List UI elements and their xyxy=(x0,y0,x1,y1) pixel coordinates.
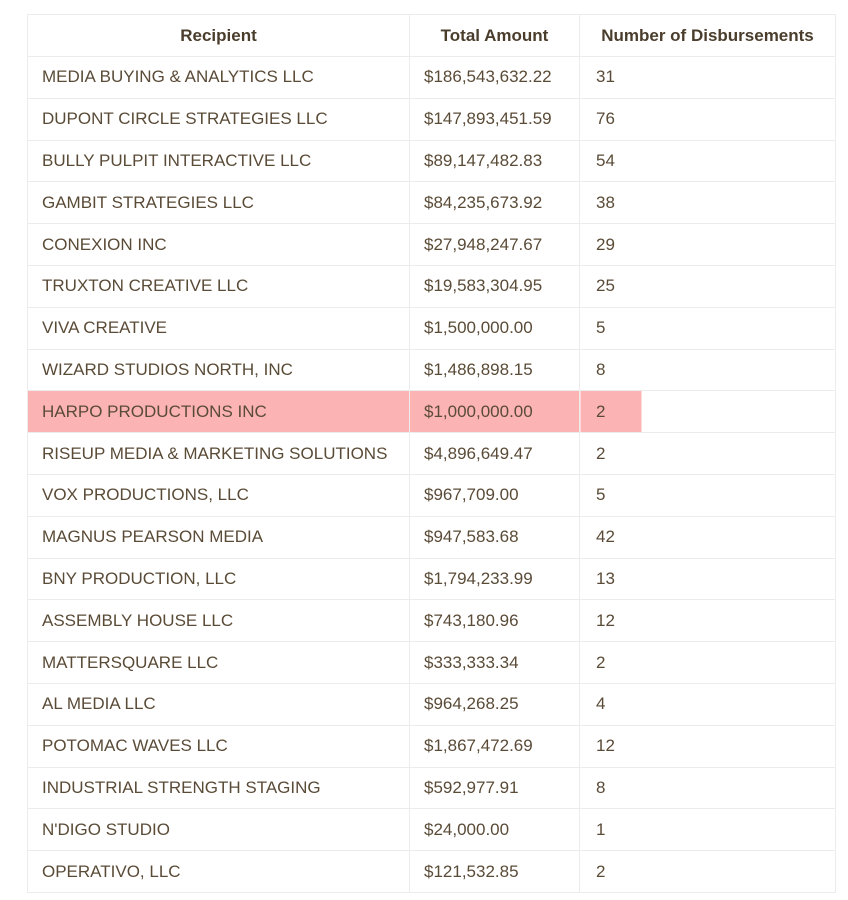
cell-disbursement-count: 25 xyxy=(579,264,836,308)
table-row: WIZARD STUDIOS NORTH, INC $1,486,898.15 8 xyxy=(27,348,836,392)
table-row: MATTERSQUARE LLC $333,333.34 2 xyxy=(27,641,836,684)
cell-recipient: MATTERSQUARE LLC xyxy=(27,641,410,684)
table-row: POTOMAC WAVES LLC $1,867,472.69 12 xyxy=(27,724,836,768)
cell-recipient: TRUXTON CREATIVE LLC xyxy=(27,264,410,308)
table-row: GAMBIT STRATEGIES LLC $84,235,673.92 38 xyxy=(27,181,836,225)
cell-total-amount: $743,180.96 xyxy=(409,599,580,643)
cell-total-amount: $186,543,632.22 xyxy=(409,56,580,99)
cell-total-amount: $1,000,000.00 xyxy=(409,390,580,434)
cell-total-amount: $24,000.00 xyxy=(409,808,580,852)
cell-disbursement-count: 8 xyxy=(579,348,836,392)
table-row: ASSEMBLY HOUSE LLC $743,180.96 12 xyxy=(27,599,836,643)
table-row: INDUSTRIAL STRENGTH STAGING $592,977.91 8 xyxy=(27,766,836,810)
cell-recipient: CONEXION INC xyxy=(27,223,410,266)
cell-disbursement-count: 13 xyxy=(579,557,836,601)
table-row: CONEXION INC $27,948,247.67 29 xyxy=(27,223,836,266)
header-recipient[interactable]: Recipient xyxy=(27,14,410,57)
table-row: DUPONT CIRCLE STRATEGIES LLC $147,893,451… xyxy=(27,97,836,141)
cell-recipient: BNY PRODUCTION, LLC xyxy=(27,557,410,601)
header-number-of-disbursements[interactable]: Number of Disbursements xyxy=(579,14,836,57)
table-row: OPERATIVO, LLC $121,532.85 2 xyxy=(27,850,836,893)
cell-disbursement-count: 76 xyxy=(579,97,836,141)
cell-disbursement-count: 54 xyxy=(579,139,836,183)
cell-total-amount: $121,532.85 xyxy=(409,850,580,893)
header-total-amount[interactable]: Total Amount xyxy=(409,14,580,57)
cell-recipient: MEDIA BUYING & ANALYTICS LLC xyxy=(27,56,410,99)
table-row: VOX PRODUCTIONS, LLC $967,709.00 5 xyxy=(27,473,836,517)
table-row: AL MEDIA LLC $964,268.25 4 xyxy=(27,682,836,726)
table-row: RISEUP MEDIA & MARKETING SOLUTIONS $4,896… xyxy=(27,432,836,475)
table-row: HARPO PRODUCTIONS INC $1,000,000.00 2 xyxy=(27,390,836,434)
cell-disbursement-count: 1 xyxy=(579,808,836,852)
cell-total-amount: $964,268.25 xyxy=(409,682,580,726)
table-row: MEDIA BUYING & ANALYTICS LLC $186,543,632… xyxy=(27,56,836,99)
table-row: BNY PRODUCTION, LLC $1,794,233.99 13 xyxy=(27,557,836,601)
cell-disbursement-count: 12 xyxy=(579,599,836,643)
disbursements-table: Recipient Total Amount Number of Disburs… xyxy=(27,14,836,893)
cell-total-amount: $1,794,233.99 xyxy=(409,557,580,601)
table-header-row: Recipient Total Amount Number of Disburs… xyxy=(27,14,836,57)
cell-disbursement-count: 4 xyxy=(579,682,836,726)
cell-recipient: WIZARD STUDIOS NORTH, INC xyxy=(27,348,410,392)
cell-disbursement-count: 38 xyxy=(579,181,836,225)
cell-recipient: RISEUP MEDIA & MARKETING SOLUTIONS xyxy=(27,432,410,475)
cell-recipient: N'DIGO STUDIO xyxy=(27,808,410,852)
cell-recipient: VIVA CREATIVE xyxy=(27,306,410,350)
cell-total-amount: $27,948,247.67 xyxy=(409,223,580,266)
cell-disbursement-count: 42 xyxy=(579,515,836,559)
cell-recipient: GAMBIT STRATEGIES LLC xyxy=(27,181,410,225)
cell-total-amount: $19,583,304.95 xyxy=(409,264,580,308)
cell-total-amount: $4,896,649.47 xyxy=(409,432,580,475)
cell-recipient: DUPONT CIRCLE STRATEGIES LLC xyxy=(27,97,410,141)
cell-recipient: AL MEDIA LLC xyxy=(27,682,410,726)
cell-recipient: INDUSTRIAL STRENGTH STAGING xyxy=(27,766,410,810)
cell-recipient: MAGNUS PEARSON MEDIA xyxy=(27,515,410,559)
cell-total-amount: $947,583.68 xyxy=(409,515,580,559)
cell-disbursement-count: 31 xyxy=(579,56,836,99)
cell-total-amount: $147,893,451.59 xyxy=(409,97,580,141)
cell-disbursement-count: 2 xyxy=(579,432,836,475)
cell-recipient: BULLY PULPIT INTERACTIVE LLC xyxy=(27,139,410,183)
cell-total-amount: $1,867,472.69 xyxy=(409,724,580,768)
cell-recipient: VOX PRODUCTIONS, LLC xyxy=(27,473,410,517)
table-row: BULLY PULPIT INTERACTIVE LLC $89,147,482.… xyxy=(27,139,836,183)
cell-total-amount: $89,147,482.83 xyxy=(409,139,580,183)
cell-total-amount: $967,709.00 xyxy=(409,473,580,517)
cell-recipient: POTOMAC WAVES LLC xyxy=(27,724,410,768)
cell-disbursement-count: 2 xyxy=(579,390,836,434)
cell-total-amount: $592,977.91 xyxy=(409,766,580,810)
table-row: TRUXTON CREATIVE LLC $19,583,304.95 25 xyxy=(27,264,836,308)
table-row: N'DIGO STUDIO $24,000.00 1 xyxy=(27,808,836,852)
cell-disbursement-count: 8 xyxy=(579,766,836,810)
table-row: MAGNUS PEARSON MEDIA $947,583.68 42 xyxy=(27,515,836,559)
cell-recipient: ASSEMBLY HOUSE LLC xyxy=(27,599,410,643)
cell-disbursement-count: 12 xyxy=(579,724,836,768)
cell-disbursement-count: 5 xyxy=(579,306,836,350)
cell-disbursement-count: 2 xyxy=(579,850,836,893)
cell-total-amount: $1,486,898.15 xyxy=(409,348,580,392)
cell-total-amount: $84,235,673.92 xyxy=(409,181,580,225)
cell-recipient: HARPO PRODUCTIONS INC xyxy=(27,390,410,434)
cell-total-amount: $1,500,000.00 xyxy=(409,306,580,350)
cell-disbursement-count: 29 xyxy=(579,223,836,266)
table-body: MEDIA BUYING & ANALYTICS LLC $186,543,632… xyxy=(27,56,836,893)
table-row: VIVA CREATIVE $1,500,000.00 5 xyxy=(27,306,836,350)
disbursements-table-container: Recipient Total Amount Number of Disburs… xyxy=(27,14,836,893)
cell-disbursement-count: 2 xyxy=(579,641,836,684)
cell-total-amount: $333,333.34 xyxy=(409,641,580,684)
cell-recipient: OPERATIVO, LLC xyxy=(27,850,410,893)
cell-disbursement-count: 5 xyxy=(579,473,836,517)
